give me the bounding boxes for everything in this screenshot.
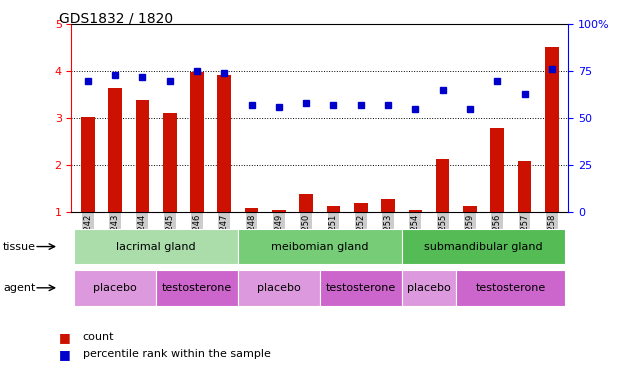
Text: count: count	[83, 333, 114, 342]
Bar	[409, 210, 422, 212]
Bar	[135, 100, 149, 212]
Bar	[463, 206, 477, 212]
Text: placebo: placebo	[407, 283, 451, 293]
Bar	[354, 203, 368, 212]
Bar	[327, 206, 340, 212]
Bar	[381, 199, 395, 212]
Text: submandibular gland: submandibular gland	[424, 242, 543, 252]
Bar	[217, 75, 231, 212]
Bar	[545, 47, 559, 212]
Text: ■: ■	[59, 348, 71, 361]
Bar	[436, 159, 450, 212]
Bar	[163, 113, 176, 212]
Bar	[190, 72, 204, 212]
Bar	[518, 161, 532, 212]
Text: tissue: tissue	[3, 242, 36, 252]
Text: testosterone: testosterone	[325, 283, 396, 293]
Text: placebo: placebo	[93, 283, 137, 293]
Text: meibomian gland: meibomian gland	[271, 242, 369, 252]
Bar	[491, 128, 504, 212]
Text: testosterone: testosterone	[476, 283, 546, 293]
Bar	[245, 208, 258, 212]
Bar	[108, 88, 122, 212]
Text: percentile rank within the sample: percentile rank within the sample	[83, 350, 271, 359]
Text: GDS1832 / 1820: GDS1832 / 1820	[59, 11, 173, 25]
Text: placebo: placebo	[257, 283, 301, 293]
Bar	[272, 210, 286, 212]
Text: ■: ■	[59, 331, 71, 344]
Text: lacrimal gland: lacrimal gland	[116, 242, 196, 252]
Bar	[81, 117, 94, 212]
Text: testosterone: testosterone	[162, 283, 232, 293]
Text: agent: agent	[3, 283, 35, 293]
Bar	[299, 194, 313, 212]
